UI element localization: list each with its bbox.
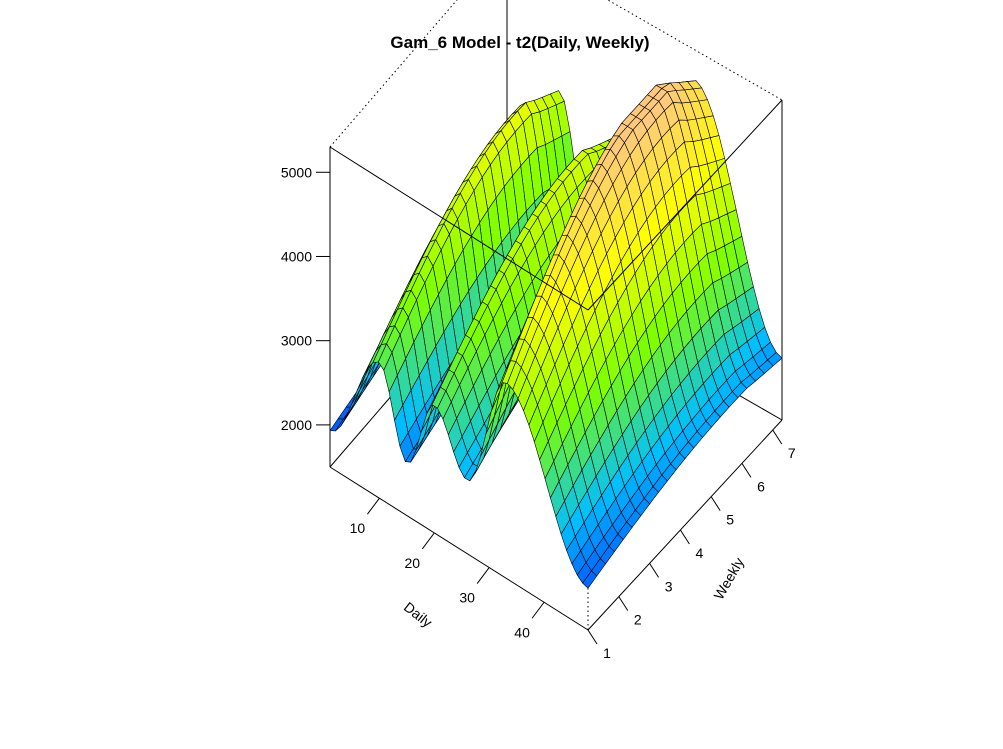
y-axis-title: Weekly — [710, 555, 747, 603]
z-tick-label: 3000 — [281, 333, 312, 349]
y-tick-label: 5 — [726, 512, 734, 528]
x-tick — [476, 567, 490, 584]
y-tick-label: 6 — [757, 478, 765, 494]
x-tick-label: 10 — [350, 520, 366, 536]
y-tick — [618, 596, 629, 611]
box-edge-hidden — [329, 0, 458, 148]
x-tick — [421, 532, 435, 550]
chart-title: Gam_6 Model - t2(Daily, Weekly) — [390, 33, 649, 52]
z-tick-label: 5000 — [281, 164, 312, 180]
x-tick — [531, 601, 545, 619]
y-tick-label: 2 — [634, 612, 642, 628]
surface-facet — [582, 570, 598, 589]
y-tick — [587, 629, 598, 645]
y-tick-label: 7 — [788, 445, 796, 461]
z-tick-label: 2000 — [281, 417, 312, 433]
y-tick — [741, 463, 752, 478]
z-tick-label: 4000 — [281, 248, 312, 264]
bounding-box-front — [329, 99, 783, 631]
box-edge — [587, 419, 783, 631]
y-tick — [649, 563, 660, 578]
x-tick-label: 20 — [405, 555, 421, 571]
box-edge — [587, 99, 783, 311]
y-tick-label: 1 — [603, 645, 611, 661]
z-axis: 2000 3000 4000 5000 — [281, 164, 330, 433]
y-tick-label: 3 — [665, 578, 673, 594]
box-edge — [329, 466, 589, 631]
x-tick-label: 40 — [514, 624, 530, 640]
y-tick-label: 4 — [695, 545, 703, 561]
x-tick — [367, 497, 380, 515]
x-axis-title: Daily — [401, 599, 435, 631]
x-tick-label: 30 — [459, 590, 475, 606]
y-axis: 1 2 3 4 5 6 7 — [587, 429, 796, 661]
y-tick — [772, 429, 783, 445]
y-tick — [679, 529, 690, 545]
x-axis: 10 20 30 40 — [350, 497, 545, 640]
box-edge — [329, 146, 589, 311]
surface-mesh — [329, 80, 783, 589]
y-tick — [710, 496, 721, 511]
box-edge-hidden — [606, 0, 783, 101]
